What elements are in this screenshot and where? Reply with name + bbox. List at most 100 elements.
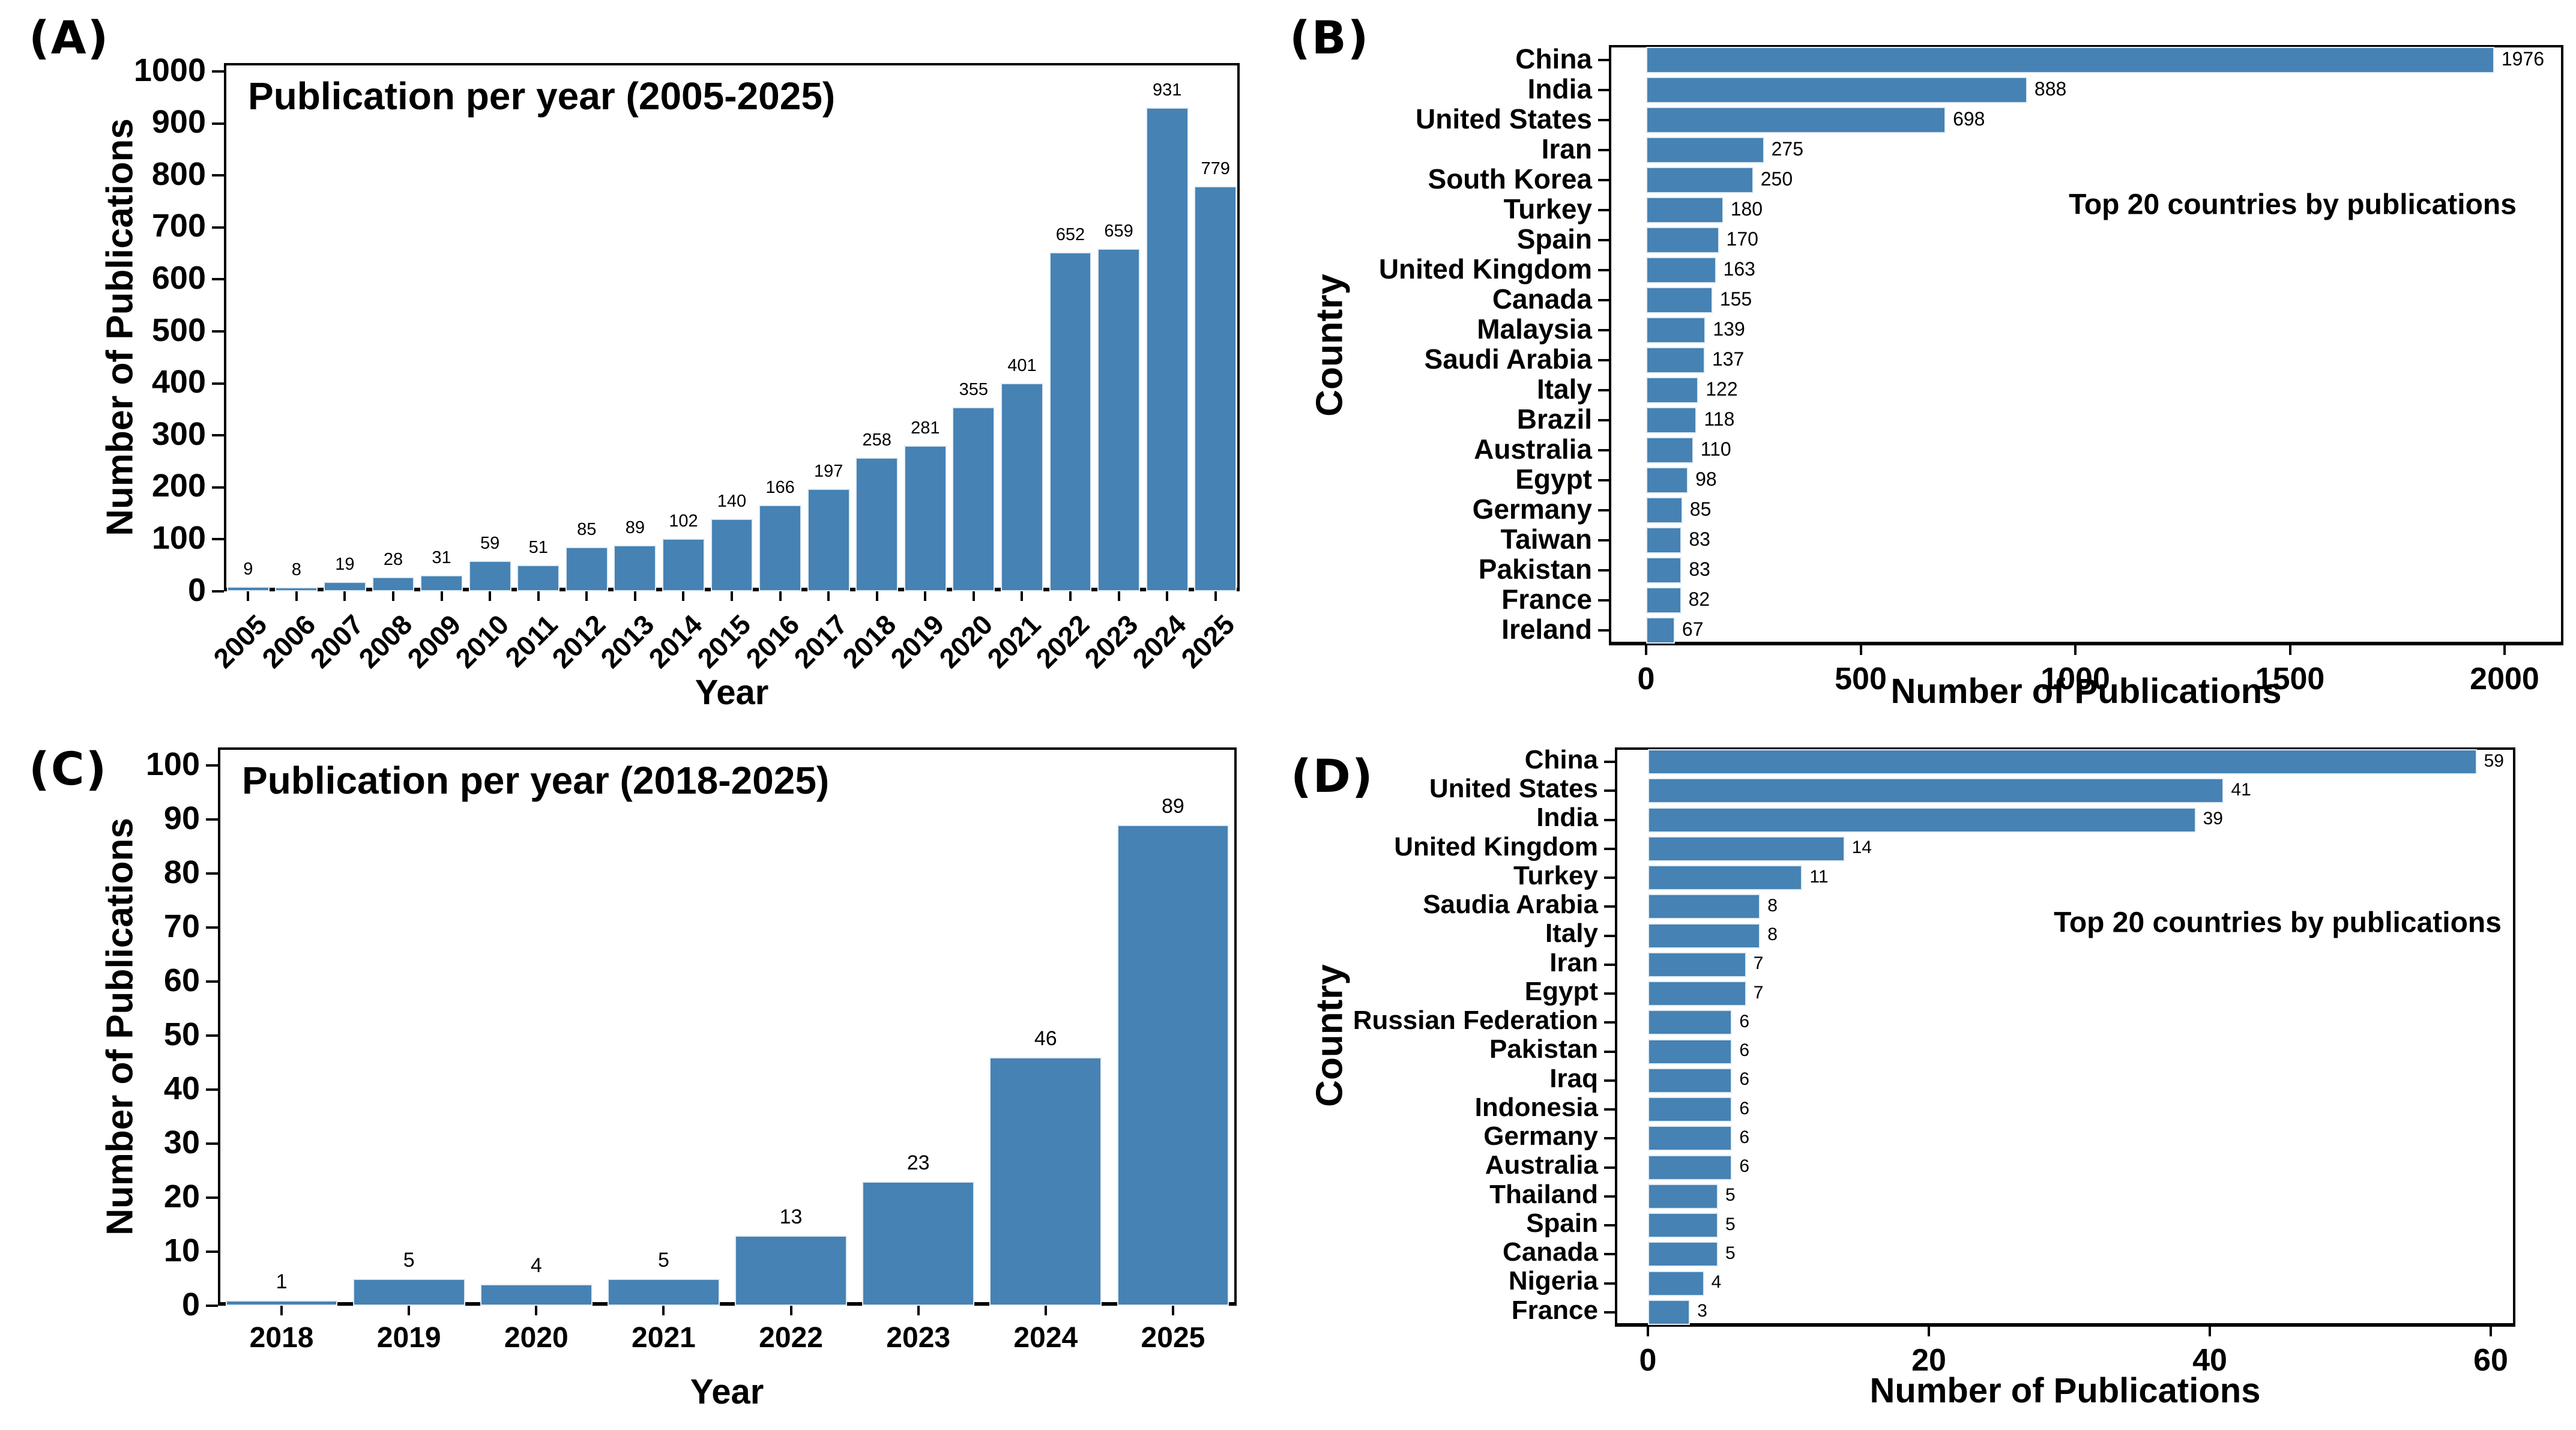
y-tick-label: 800 — [151, 155, 206, 192]
x-tick-mark — [2490, 1327, 2492, 1336]
category-label: India — [1536, 803, 1598, 833]
bar-value-label: 258 — [862, 430, 891, 450]
y-tick-mark — [212, 278, 224, 281]
y-tick-mark — [1598, 449, 1609, 451]
y-tick-mark — [206, 1250, 218, 1253]
bar-value-label: 888 — [2034, 78, 2067, 100]
category-label: Pakistan — [1489, 1034, 1598, 1064]
y-tick-label: 100 — [145, 746, 200, 782]
bar — [1646, 527, 1682, 554]
y-tick-mark — [1598, 299, 1609, 301]
y-tick-label: 50 — [163, 1016, 200, 1052]
x-tick-label: 500 — [1835, 662, 1887, 696]
bar-value-label: 110 — [1700, 438, 1731, 460]
category-label: Russian Federation — [1353, 1006, 1598, 1036]
x-tick-label: 2025 — [1141, 1322, 1205, 1354]
x-tick-mark — [789, 1306, 792, 1315]
category-label: United Kingdom — [1394, 831, 1598, 861]
x-axis-label: Year — [690, 1372, 764, 1411]
y-tick-label: 0 — [181, 1286, 200, 1323]
bar-value-label: 250 — [1760, 168, 1793, 190]
bar-value-label: 8 — [1767, 925, 1778, 945]
category-label: France — [1501, 583, 1592, 615]
bar-value-label: 89 — [1162, 795, 1184, 818]
bar-value-label: 13 — [779, 1205, 803, 1228]
category-label: Spain — [1516, 223, 1592, 255]
bar — [989, 1057, 1102, 1306]
x-axis-label: Number of Publications — [1890, 672, 2282, 711]
y-tick-mark — [212, 174, 224, 177]
x-tick-mark — [633, 591, 636, 601]
x-tick-mark — [1928, 1327, 1930, 1336]
y-tick-mark — [212, 226, 224, 229]
bar-value-label: 4 — [530, 1254, 542, 1277]
panel-letter-b: (B) — [1290, 11, 1370, 64]
y-tick-mark — [1604, 1282, 1615, 1285]
bar — [1648, 1183, 1718, 1209]
y-tick-label: 10 — [163, 1232, 200, 1269]
bar-value-label: 6 — [1739, 1098, 1750, 1118]
x-tick-mark — [2209, 1327, 2211, 1336]
bar — [1646, 227, 1719, 253]
y-tick-mark — [212, 330, 224, 333]
bar-value-label: 31 — [432, 548, 451, 568]
x-tick-mark — [731, 591, 733, 601]
category-label: Australia — [1474, 433, 1592, 465]
category-label: Thailand — [1489, 1179, 1598, 1209]
category-label: United Kingdom — [1378, 253, 1592, 285]
bar — [1646, 377, 1699, 403]
y-tick-label: 20 — [163, 1178, 200, 1214]
bar-value-label: 83 — [1689, 558, 1710, 581]
y-tick-mark — [1598, 599, 1609, 602]
category-label: Malaysia — [1477, 313, 1592, 345]
bar — [1097, 249, 1140, 591]
y-tick-mark — [1598, 389, 1609, 391]
bar-value-label: 102 — [669, 511, 698, 531]
x-tick-label: 1500 — [2255, 662, 2325, 696]
bar — [480, 1284, 593, 1306]
bar — [1000, 382, 1043, 591]
y-tick-mark — [206, 818, 218, 821]
x-tick-mark — [408, 1306, 411, 1315]
bar-value-label: 166 — [765, 478, 795, 498]
y-tick-mark — [1604, 1253, 1615, 1256]
bar — [1648, 894, 1761, 920]
bar — [1648, 1213, 1718, 1238]
y-tick-mark — [212, 538, 224, 541]
bar-value-label: 355 — [959, 379, 989, 399]
bar-value-label: 698 — [1953, 108, 1985, 130]
y-tick-label: 80 — [163, 854, 200, 890]
bar — [1646, 437, 1694, 463]
bar — [1646, 617, 1675, 644]
y-tick-label: 200 — [151, 468, 206, 504]
bar — [1648, 1097, 1733, 1123]
bar-value-label: 85 — [1689, 498, 1712, 520]
y-tick-label: 900 — [151, 104, 206, 140]
category-label: United States — [1429, 774, 1598, 804]
category-label: Canada — [1492, 283, 1592, 315]
x-tick-mark — [1117, 591, 1120, 601]
category-label: Iran — [1549, 947, 1598, 977]
bar-value-label: 39 — [2203, 809, 2223, 829]
bar-value-label: 8 — [1767, 895, 1778, 916]
y-tick-mark — [1598, 569, 1609, 572]
y-tick-mark — [1604, 1224, 1615, 1227]
x-tick-label: 0 — [1637, 662, 1655, 696]
bar — [1648, 778, 2224, 804]
y-tick-label: 400 — [151, 364, 206, 400]
y-tick-mark — [1598, 419, 1609, 421]
x-tick-mark — [1044, 1306, 1047, 1315]
bar — [1648, 807, 2196, 833]
x-tick-mark — [779, 591, 782, 601]
bar — [1646, 107, 1946, 133]
annotation: Top 20 countries by publications — [2069, 189, 2517, 221]
y-tick-mark — [1604, 789, 1615, 792]
bar — [855, 457, 899, 591]
x-tick-label: 2020 — [504, 1322, 569, 1354]
y-tick-mark — [206, 872, 218, 875]
bar — [226, 587, 270, 591]
y-tick-mark — [206, 926, 218, 929]
x-tick-label: 2000 — [2470, 662, 2539, 696]
y-tick-mark — [212, 434, 224, 437]
y-tick-mark — [1598, 59, 1609, 61]
